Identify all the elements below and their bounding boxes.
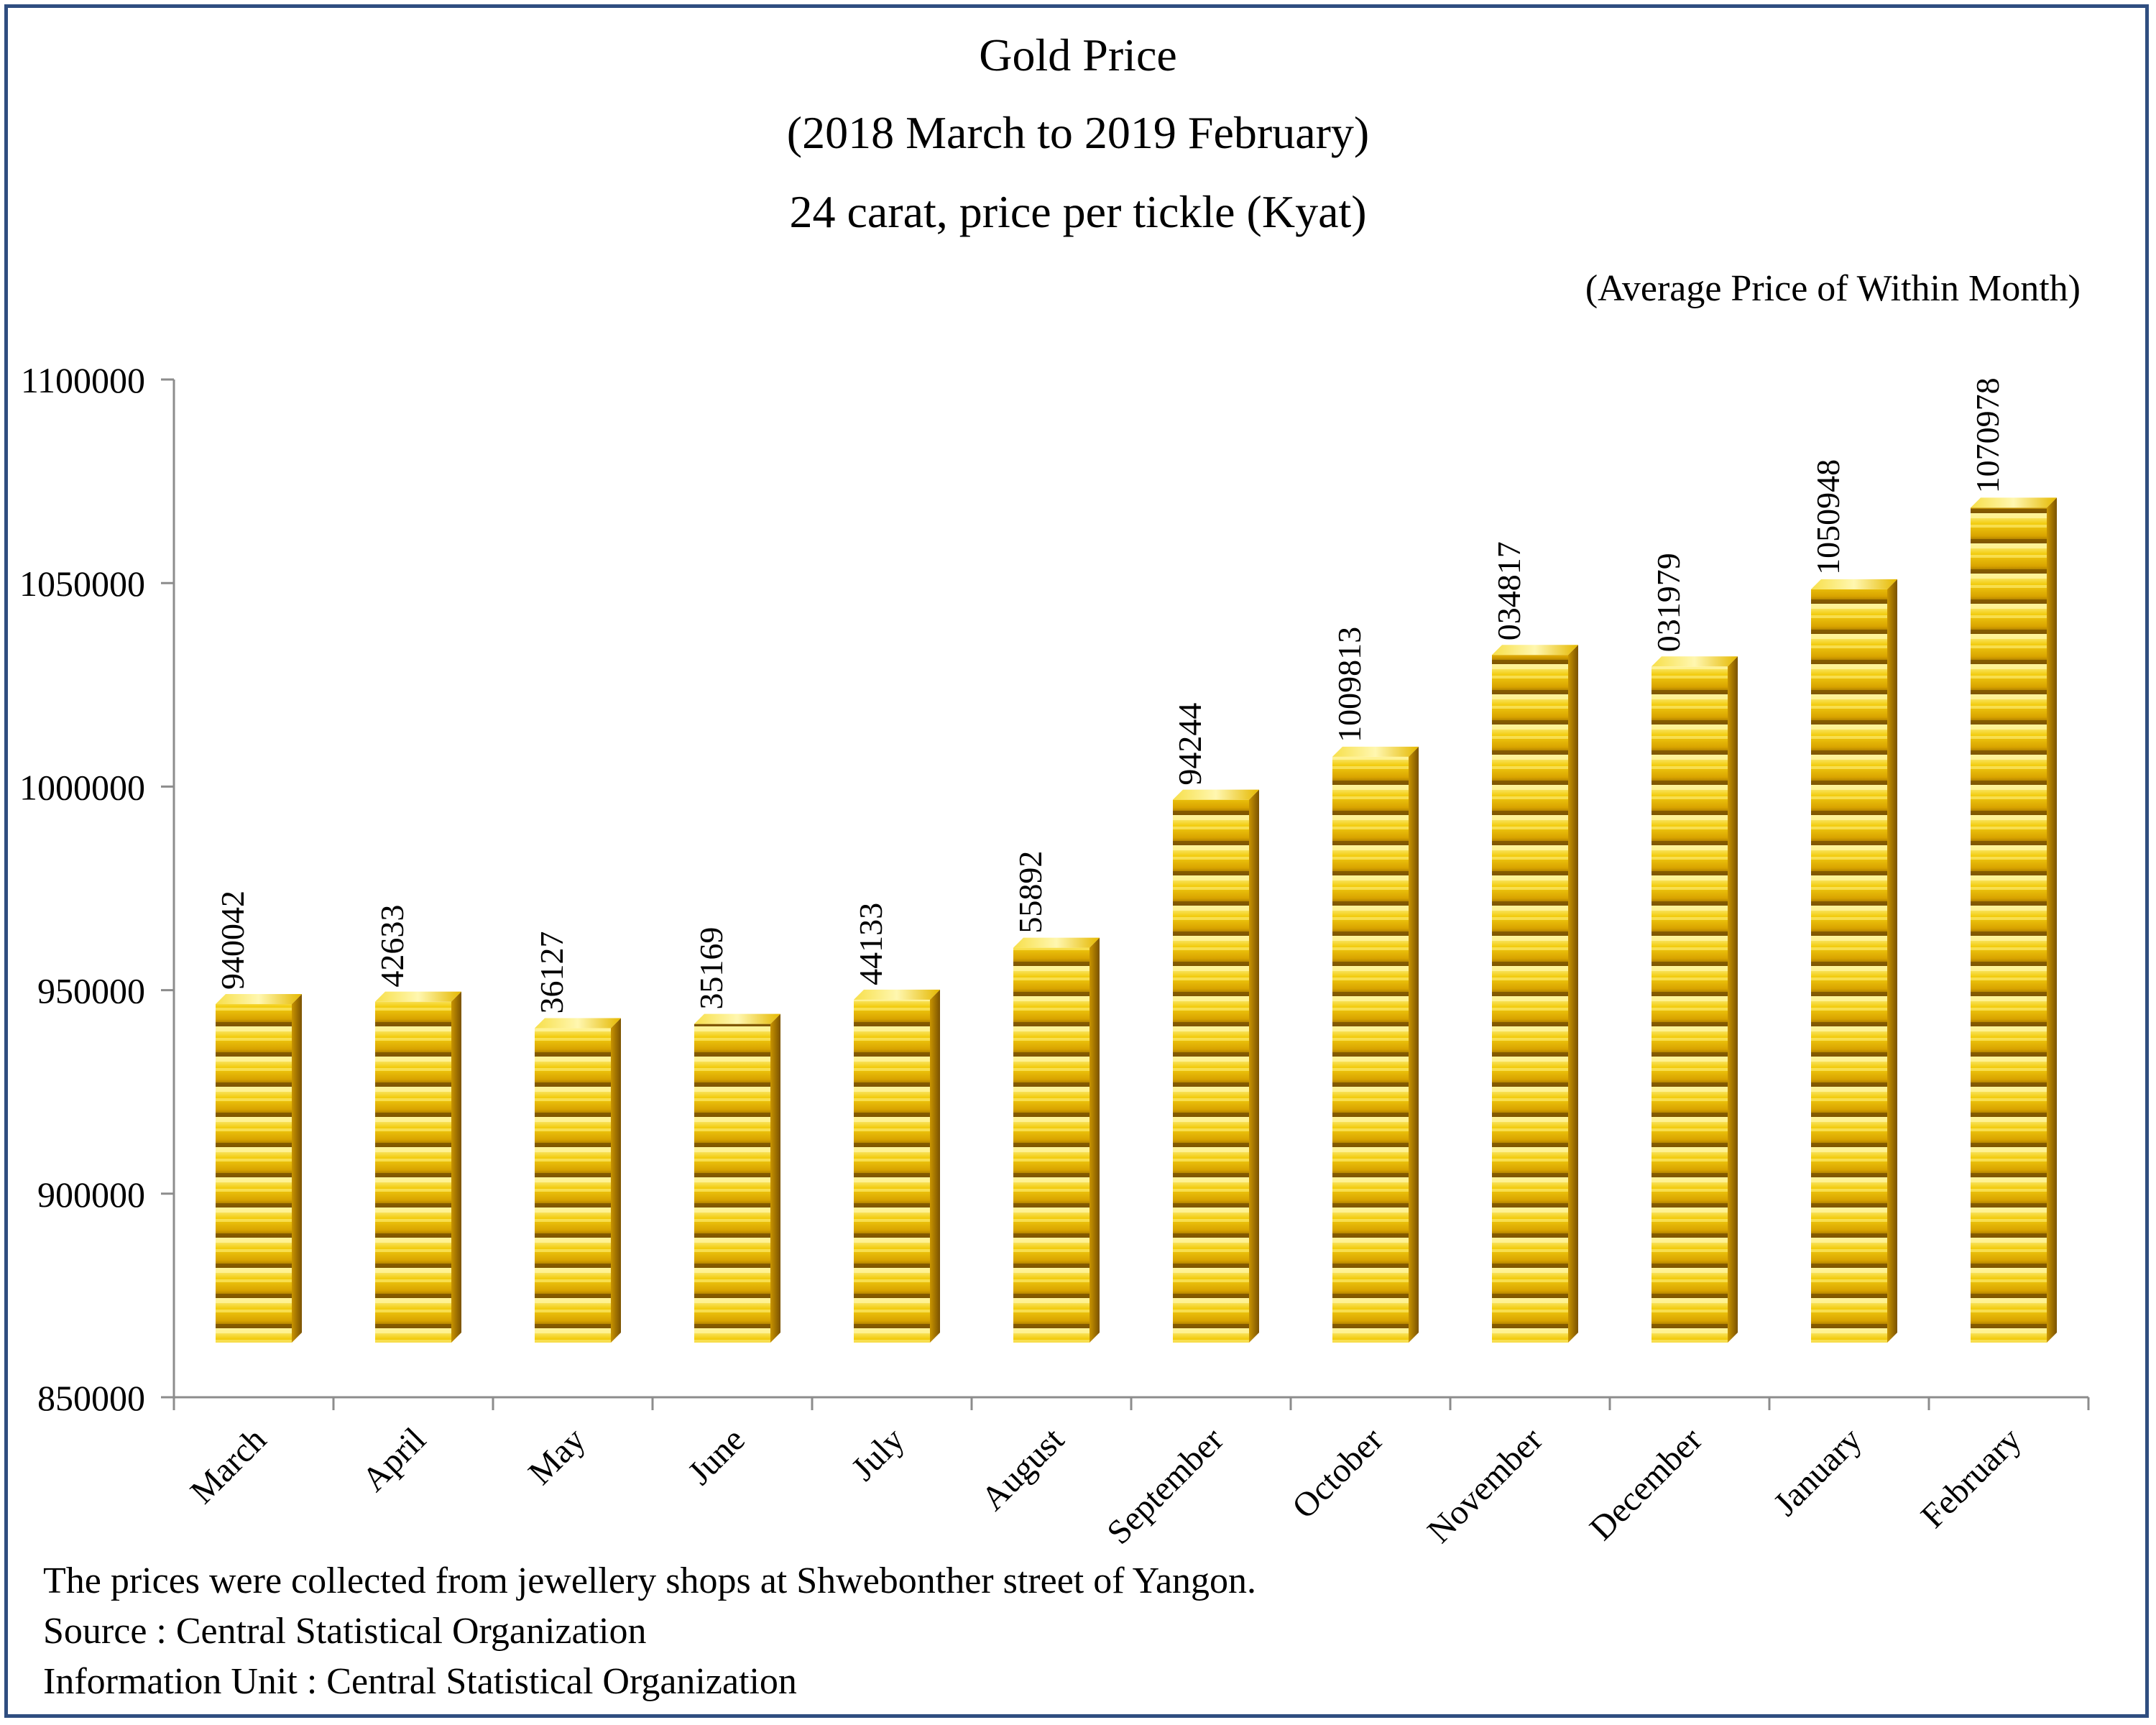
data-label: 031979: [1650, 553, 1687, 652]
bar-october: [1332, 746, 1419, 1343]
bar-side: [1249, 789, 1259, 1343]
footnote-collection: The prices were collected from jewellery…: [43, 1560, 1257, 1601]
bar-front: [1332, 756, 1409, 1343]
bar-side: [1728, 656, 1738, 1343]
bar-top: [1651, 656, 1738, 667]
x-tick-label: March: [183, 1420, 274, 1511]
bar-top: [1173, 789, 1259, 800]
bar-top: [1971, 497, 2057, 508]
bar-november: [1492, 645, 1578, 1343]
bar-front: [1013, 947, 1089, 1343]
bar-side: [930, 989, 940, 1343]
bar-side: [1887, 579, 1897, 1343]
bar-top: [1013, 937, 1100, 948]
y-tick-label: 1050000: [19, 564, 145, 604]
footnote-source: Source : Central Statistical Organizatio…: [43, 1611, 647, 1652]
chart-title: Gold Price: [979, 29, 1177, 80]
data-label: 36127: [533, 932, 570, 1014]
bar-front: [1492, 655, 1568, 1343]
bar-december: [1651, 656, 1738, 1343]
data-label: 1009813: [1331, 627, 1368, 742]
data-label: 44133: [852, 903, 889, 985]
bar-top: [694, 1013, 780, 1024]
x-tick-label: July: [844, 1420, 912, 1488]
bar-february: [1971, 497, 2057, 1343]
y-tick-label: 850000: [37, 1378, 145, 1418]
bar-front: [694, 1024, 770, 1343]
bar-side: [1089, 937, 1100, 1343]
bar-front: [535, 1028, 611, 1343]
y-tick-label: 950000: [37, 971, 145, 1011]
chart-subtitle-period: (2018 March to 2019 February): [786, 107, 1370, 158]
bar-top: [375, 991, 461, 1002]
data-label: 1050948: [1810, 459, 1846, 575]
x-tick-label: June: [681, 1420, 752, 1492]
data-label: 1070978: [1969, 377, 2006, 493]
x-tick-label: November: [1420, 1420, 1550, 1550]
bar-top: [535, 1018, 621, 1029]
x-tick-label: April: [355, 1420, 433, 1499]
data-label: 35169: [693, 927, 729, 1010]
x-tick-label: February: [1914, 1420, 2029, 1535]
bar-side: [611, 1018, 621, 1343]
bar-front: [216, 1004, 292, 1343]
bar-front: [1971, 507, 2047, 1343]
bar-april: [375, 991, 461, 1343]
bar-front: [854, 999, 930, 1343]
chart-frame: [4, 4, 2149, 1718]
x-tick-label: September: [1100, 1420, 1231, 1552]
bar-side: [2047, 497, 2057, 1343]
data-labels-group: 940042 42633 36127 35169 44133 55892 94244 1009…: [214, 377, 2006, 1013]
footnote-information-unit: Information Unit : Central Statistical O…: [43, 1661, 797, 1702]
bar-top: [1492, 645, 1578, 656]
x-tick-label: August: [974, 1420, 1072, 1518]
bar-top: [216, 994, 302, 1005]
bar-top: [1811, 579, 1897, 589]
y-tick-label: 1000000: [19, 767, 145, 807]
x-tick-label: December: [1583, 1420, 1710, 1547]
x-tick-label: January: [1766, 1420, 1869, 1523]
x-tick-label: May: [521, 1420, 593, 1492]
bar-january: [1811, 579, 1897, 1343]
data-label: 42633: [374, 905, 410, 988]
bar-top: [854, 989, 940, 1000]
bar-top: [1332, 746, 1419, 757]
bar-march: [216, 994, 302, 1343]
chart-subtitle-unit: 24 carat, price per tickle (Kyat): [789, 186, 1367, 237]
y-tick-label: 900000: [37, 1174, 145, 1215]
bar-side: [292, 994, 302, 1343]
bar-side: [1409, 746, 1419, 1343]
bar-august: [1013, 937, 1100, 1343]
y-tick-label: 1100000: [21, 360, 145, 400]
data-label: 940042: [214, 891, 251, 990]
gold-price-chart: 850000 900000 950000 1000000 1050000 1100000 M…: [19, 360, 2090, 1552]
data-label: 034817: [1491, 541, 1527, 640]
bar-side: [770, 1013, 780, 1343]
bar-september: [1173, 789, 1259, 1343]
bar-june: [694, 1013, 780, 1343]
bar-front: [1651, 666, 1728, 1343]
bar-front: [1811, 589, 1887, 1343]
data-label: 55892: [1012, 851, 1049, 934]
bar-front: [375, 1001, 451, 1343]
x-tick-label: October: [1285, 1420, 1391, 1526]
bar-side: [1568, 645, 1578, 1343]
bar-july: [854, 989, 940, 1343]
bar-side: [451, 991, 461, 1343]
data-label: 94244: [1171, 703, 1208, 786]
bar-front: [1173, 799, 1249, 1343]
bars-group: [216, 497, 2057, 1343]
bar-may: [535, 1018, 621, 1343]
average-price-note: (Average Price of Within Month): [1585, 268, 2081, 309]
